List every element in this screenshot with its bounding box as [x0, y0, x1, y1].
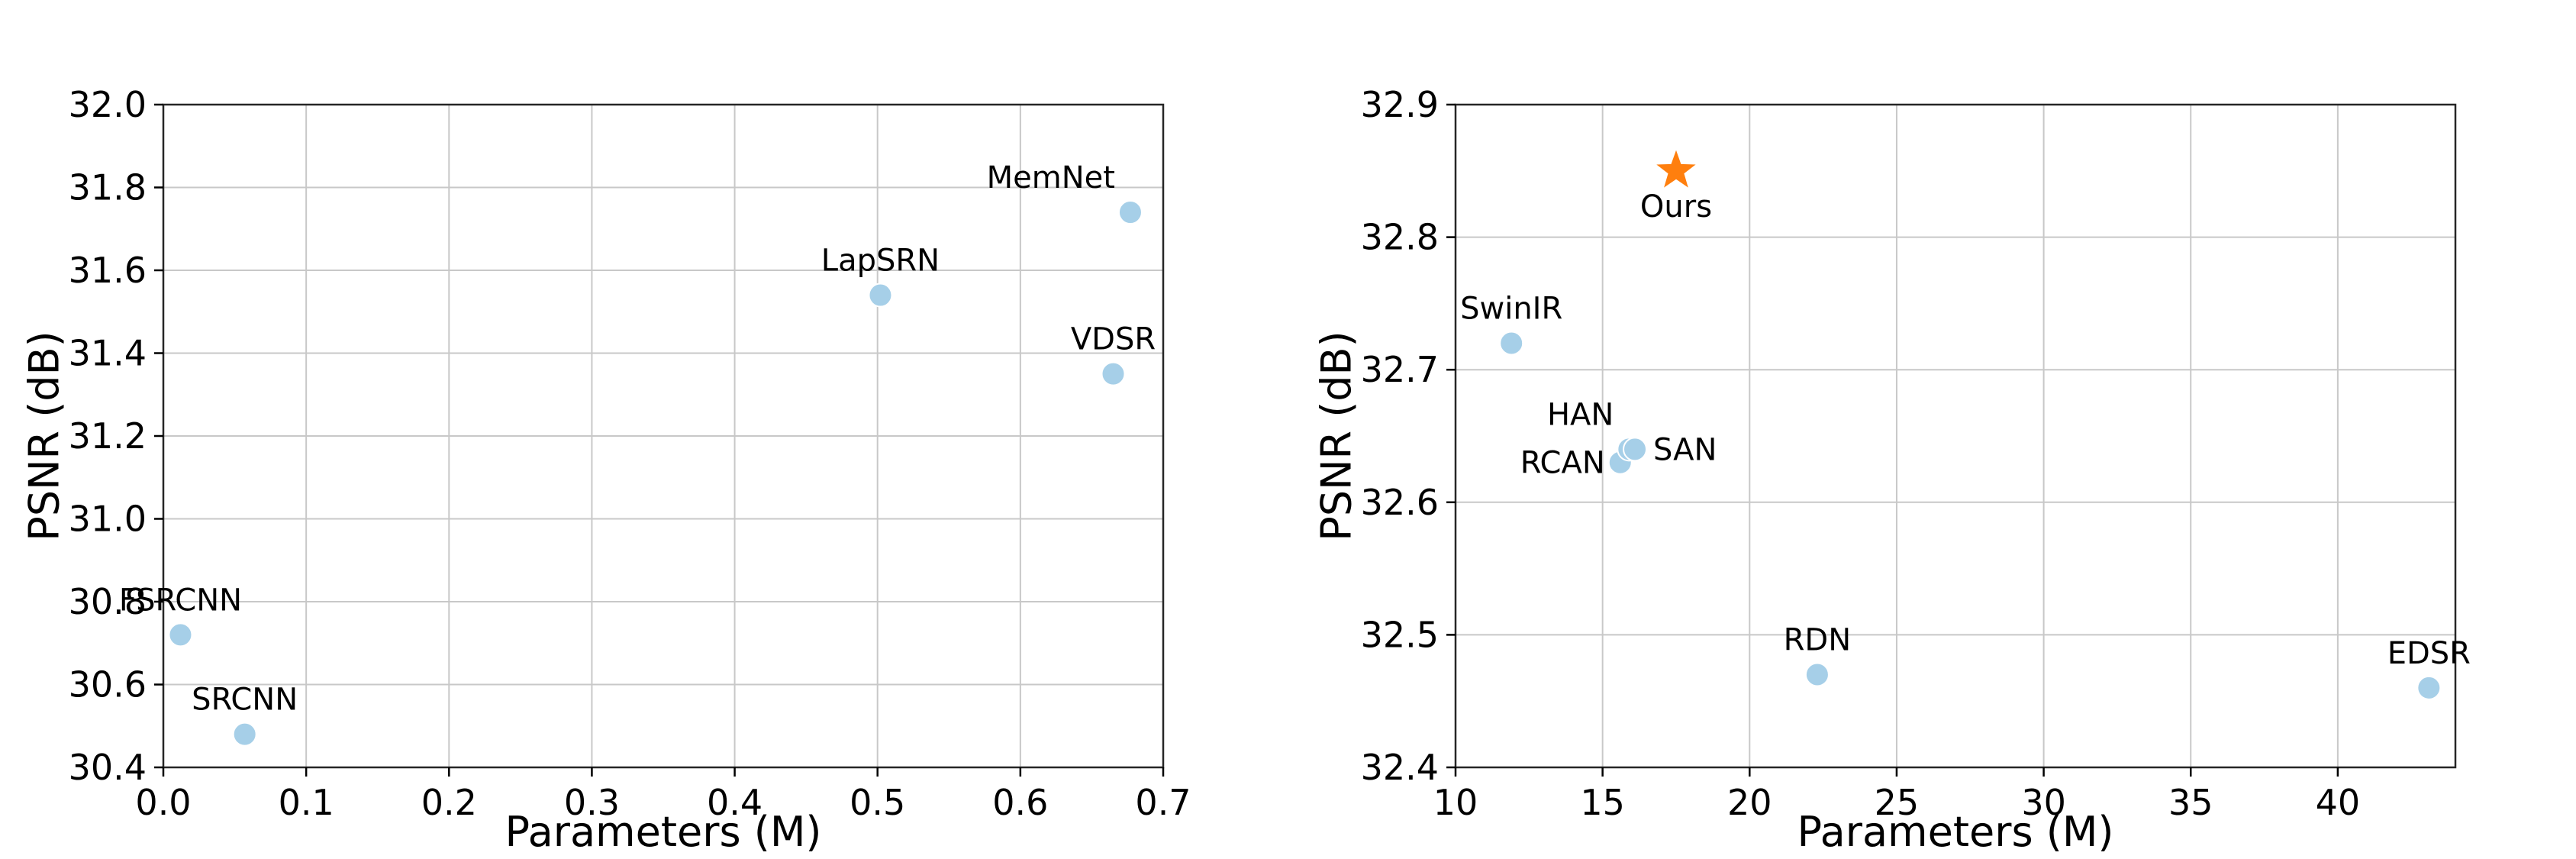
y-tick-label: 32.4 [1361, 747, 1439, 788]
point-swinir [1499, 331, 1524, 356]
point-label-swinir: SwinIR [1460, 291, 1562, 326]
x-tick-label: 0.7 [1135, 782, 1191, 823]
point-vdsr [1101, 361, 1126, 386]
x-tick-label: 20 [1727, 782, 1772, 823]
point-label-han: HAN [1547, 397, 1614, 432]
y-tick-label: 30.6 [69, 664, 147, 706]
point-label-rcan: RCAN [1520, 446, 1605, 481]
x-axis-label: Parameters (M) [1797, 808, 2114, 856]
point-label-vdsr: VDSR [1071, 322, 1156, 357]
y-tick-label: 30.8 [69, 581, 147, 622]
x-tick-label: 15 [1580, 782, 1625, 823]
point-label-fsrcnn: FSRCNN [119, 583, 242, 618]
point-label-rdn: RDN [1784, 622, 1852, 657]
x-tick-label: 0.6 [992, 782, 1048, 823]
point-fsrcnn [168, 622, 193, 647]
y-tick-label: 32.7 [1361, 349, 1439, 390]
point-label-srcnn: SRCNN [192, 683, 298, 718]
y-tick-label: 32.9 [1361, 84, 1439, 125]
point-memnet [1117, 200, 1143, 225]
x-axis-label: Parameters (M) [505, 808, 822, 856]
point-label-san: SAN [1653, 432, 1717, 467]
chart-right: 10 15 20 25 30 35 40 32.4 32.5 32.6 32.7 32.8 32.9 Pa… [1313, 84, 2471, 856]
x-tick-label: 40 [2316, 782, 2361, 823]
y-tick-label: 31.4 [69, 333, 147, 374]
y-tick-label: 32.8 [1361, 217, 1439, 258]
x-tick-label: 30 [2021, 782, 2066, 823]
y-tick-label: 30.4 [69, 747, 147, 788]
point-ours [1656, 150, 1696, 188]
y-tick-label: 31.6 [69, 250, 147, 291]
y-tick-label: 32.6 [1361, 482, 1439, 523]
point-label-memnet: MemNet [987, 160, 1115, 195]
point-label-ours: Ours [1640, 189, 1712, 224]
x-tick-label: 25 [1875, 782, 1920, 823]
point-edsr [2416, 675, 2442, 700]
chart-left: 0.0 0.1 0.2 0.3 0.4 0.5 0.6 0.7 30.4 30.6 30.8 31.0… [21, 84, 1191, 856]
x-tick-label: 0.4 [707, 782, 762, 823]
y-tick-label: 32.0 [69, 84, 147, 125]
point-label-edsr: EDSR [2387, 636, 2471, 671]
x-tick-label: 0.5 [850, 782, 905, 823]
x-tick-label: 10 [1433, 782, 1478, 823]
x-tick-label: 35 [2168, 782, 2213, 823]
point-rdn [1804, 662, 1830, 687]
x-tick-label: 0.0 [135, 782, 191, 823]
x-tick-label: 0.2 [421, 782, 477, 823]
y-tick-label: 32.5 [1361, 614, 1439, 655]
point-label-lapsrn: LapSRN [821, 244, 940, 279]
x-tick-label: 0.1 [279, 782, 334, 823]
y-axis-label: PSNR (dB) [21, 331, 69, 541]
point-srcnn [232, 722, 257, 747]
point-san [1623, 437, 1648, 462]
x-tick-label: 0.3 [564, 782, 620, 823]
point-lapsrn [868, 283, 893, 308]
y-tick-label: 31.0 [69, 499, 147, 540]
y-tick-label: 31.2 [69, 415, 147, 457]
plot-frame [1454, 103, 2457, 769]
y-tick-label: 31.8 [69, 167, 147, 208]
y-axis-label: PSNR (dB) [1313, 331, 1361, 541]
